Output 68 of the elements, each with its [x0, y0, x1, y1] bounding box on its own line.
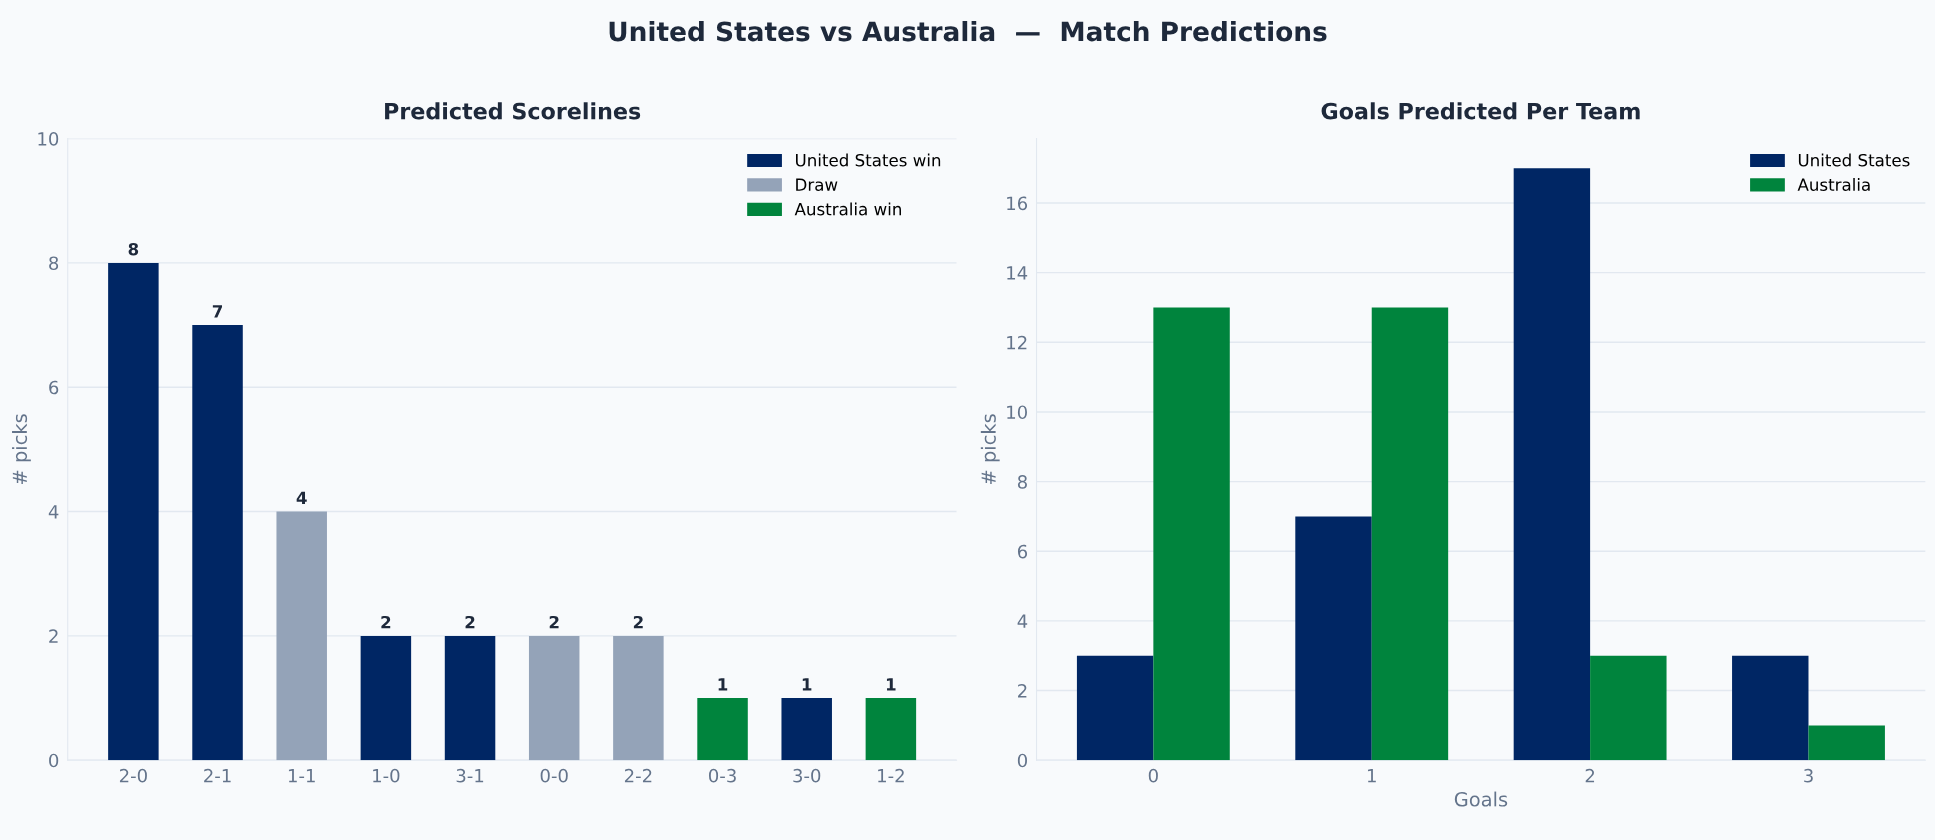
bar: [781, 698, 832, 761]
y-tick-label: 12: [1007, 335, 1027, 350]
legend-label: Australia win: [794, 202, 901, 216]
bar: [444, 635, 496, 761]
y-tick-label: 8: [49, 256, 59, 271]
data-label: 2: [549, 615, 559, 629]
data-label: 2: [633, 615, 643, 629]
x-tick-label: 0: [1148, 768, 1158, 783]
y-tick-label: 0: [49, 753, 59, 768]
bar: [276, 511, 327, 761]
chart-title: Goals Predicted Per Team: [1321, 102, 1640, 120]
x-tick-label: 0-0: [540, 768, 568, 783]
y-tick-label: 6: [49, 380, 59, 395]
x-tick-label: 2: [1585, 768, 1595, 783]
bar: [528, 635, 580, 761]
data-label: 2: [465, 615, 475, 629]
legend-label: United States: [1798, 153, 1910, 167]
y-tick-label: 0: [1017, 753, 1027, 768]
bar: [360, 635, 412, 761]
data-label: 8: [128, 242, 139, 256]
x-tick-label: 3-0: [793, 768, 821, 783]
y-tick-label: 4: [48, 505, 59, 519]
x-tick-label: 0-3: [708, 768, 736, 783]
chart-title: Predicted Scorelines: [385, 102, 641, 120]
y-tick-label: 14: [1007, 266, 1028, 280]
data-label: 1: [802, 678, 812, 691]
y-axis-title: # picks: [12, 414, 31, 485]
y-tick-label: 2: [1018, 684, 1027, 698]
y-tick-label: 6: [1017, 544, 1028, 559]
bar: [1732, 655, 1809, 761]
data-label: 1: [886, 678, 896, 691]
bar: [1076, 655, 1154, 761]
y-tick-label: 8: [1017, 475, 1027, 489]
data-label: 4: [296, 491, 307, 504]
bar: [108, 262, 159, 761]
x-tick-label: 3-1: [456, 768, 484, 783]
legend-label: Australia: [1797, 178, 1870, 191]
x-tick-label: 1-2: [878, 768, 904, 783]
legend-label: Draw: [796, 178, 838, 191]
bar: [1371, 307, 1449, 761]
bar: [1153, 307, 1230, 761]
x-axis-title: Goals: [1454, 791, 1508, 807]
text: United States vs Australia — Match Predictions: [609, 21, 1327, 42]
x-tick-label: 1-1: [288, 769, 315, 783]
data-label: 2: [381, 615, 391, 629]
x-tick-label: 2-0: [119, 768, 147, 783]
bar: [192, 325, 243, 761]
bar: [613, 635, 664, 761]
data-label: 7: [212, 305, 223, 318]
bar: [1295, 516, 1372, 761]
x-tick-label: 3: [1804, 768, 1813, 783]
y-tick-label: 10: [1007, 405, 1027, 420]
x-tick-label: 2-2: [624, 768, 652, 783]
y-axis-title: # picks: [980, 414, 1000, 485]
bar: [697, 698, 748, 761]
bar: [1513, 168, 1591, 761]
x-tick-label: 2-1: [204, 768, 231, 783]
y-tick-label: 10: [38, 132, 59, 146]
bar: [1808, 725, 1885, 761]
x-tick-label: 1: [1367, 769, 1376, 783]
bar: [1590, 655, 1667, 761]
data-label: 1: [718, 678, 728, 691]
y-tick-label: 2: [49, 629, 58, 643]
y-tick-label: 4: [1017, 614, 1028, 628]
x-tick-label: 1-0: [373, 768, 400, 783]
legend-label: United States win: [796, 153, 941, 167]
y-tick-label: 16: [1007, 196, 1028, 211]
bar: [865, 698, 917, 761]
